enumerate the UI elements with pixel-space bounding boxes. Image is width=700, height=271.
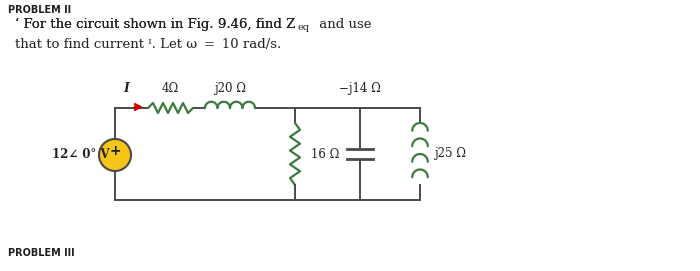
Text: I: I: [123, 82, 129, 95]
Circle shape: [99, 139, 131, 171]
Text: −j14 Ω: −j14 Ω: [339, 82, 381, 95]
Text: +: +: [109, 144, 121, 158]
Text: ‘ For the circuit shown in Fig. 9.46, find Z: ‘ For the circuit shown in Fig. 9.46, fi…: [15, 18, 295, 31]
Text: PROBLEM III: PROBLEM III: [8, 248, 75, 258]
Text: 4Ω: 4Ω: [162, 82, 179, 95]
Text: j20 Ω: j20 Ω: [214, 82, 246, 95]
Text: j25 Ω: j25 Ω: [434, 147, 466, 160]
Text: 12∠ 0° V: 12∠ 0° V: [52, 149, 110, 162]
Text: PROBLEM II: PROBLEM II: [8, 5, 71, 15]
Text: ‘ For the circuit shown in Fig. 9.46, find Z: ‘ For the circuit shown in Fig. 9.46, fi…: [15, 18, 295, 31]
Text: and use: and use: [315, 18, 372, 31]
Text: eq: eq: [297, 23, 309, 32]
Text: 16 Ω: 16 Ω: [311, 147, 340, 160]
Text: that to find current ᴵ. Let ω  =  10 rad/s.: that to find current ᴵ. Let ω = 10 rad/s…: [15, 38, 281, 51]
